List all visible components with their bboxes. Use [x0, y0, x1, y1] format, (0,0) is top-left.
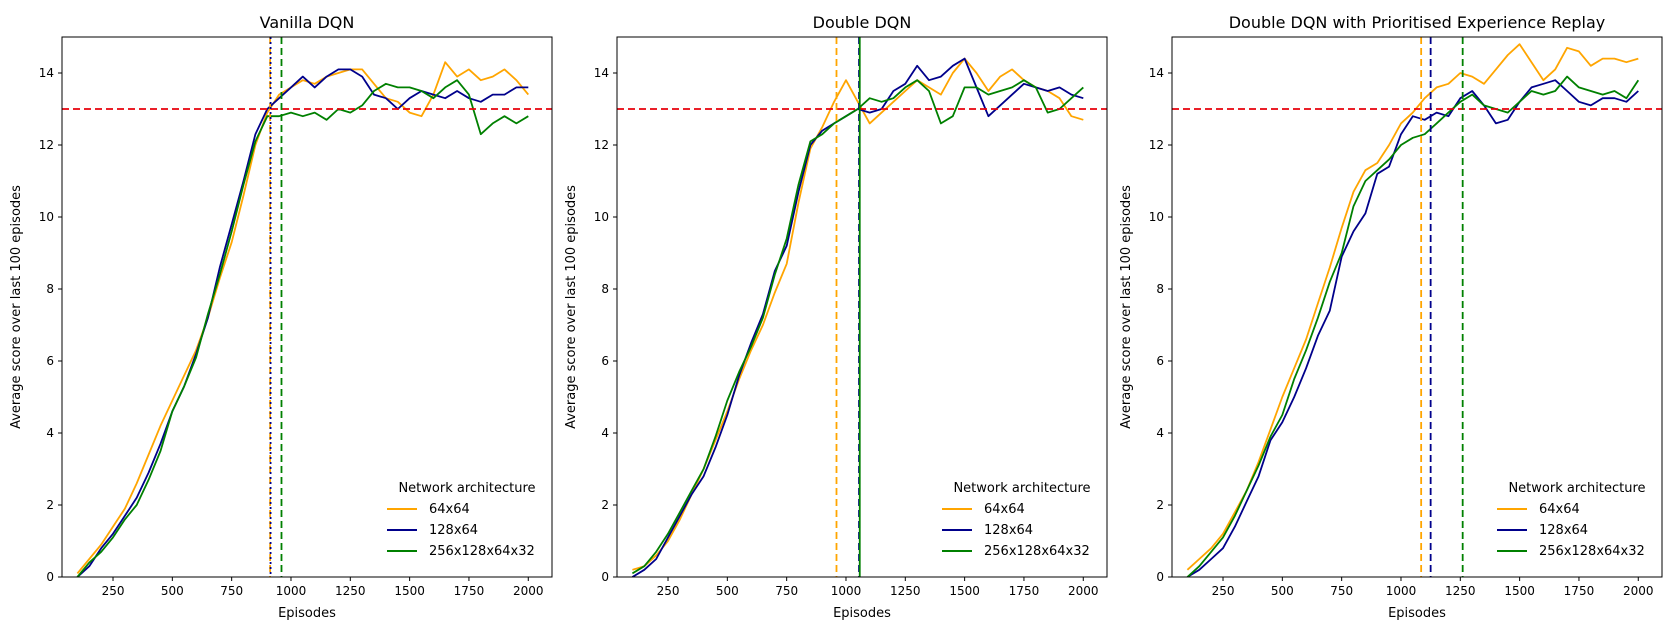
- y-tick-label: 4: [46, 426, 54, 440]
- series-line-128x64: [76, 68, 529, 577]
- series-line-256x128x64x32: [1186, 75, 1640, 577]
- y-tick-label: 14: [594, 66, 609, 80]
- x-axis-label: Episodes: [833, 606, 891, 621]
- series-line-128x64: [631, 57, 1084, 577]
- y-tick-label: 14: [39, 66, 54, 80]
- chart-title: Double DQN with Prioritised Experience R…: [1229, 13, 1606, 32]
- x-tick-label: 1500: [394, 584, 425, 598]
- plot-area: [1172, 37, 1662, 577]
- y-tick-label: 12: [39, 138, 54, 152]
- x-tick-label: 750: [1330, 584, 1353, 598]
- chart-panel-3: Double DQN with Prioritised Experience R…: [1119, 13, 1663, 621]
- y-tick-label: 2: [46, 498, 54, 512]
- x-tick-label: 1000: [1386, 584, 1417, 598]
- legend-label: 256x128x64x32: [429, 544, 535, 559]
- legend: Network architecture 64x64 128x64 256x128x6…: [1497, 481, 1646, 559]
- y-tick-label: 12: [1149, 138, 1164, 152]
- series-line-128x64: [1186, 79, 1639, 577]
- y-tick-label: 12: [594, 138, 609, 152]
- x-axis-label: Episodes: [278, 606, 336, 621]
- x-axis-label: Episodes: [1388, 606, 1446, 621]
- x-tick-label: 1000: [276, 584, 307, 598]
- y-tick-label: 14: [1149, 66, 1164, 80]
- y-axis-label: Average score over last 100 episodes: [564, 185, 579, 429]
- legend: Network architecture 64x64 128x64 256x128x6…: [942, 481, 1091, 559]
- series-line-64x64: [76, 61, 529, 574]
- x-tick-label: 2000: [1623, 584, 1654, 598]
- legend-title: Network architecture: [953, 481, 1090, 496]
- x-tick-label: 1500: [949, 584, 980, 598]
- legend-label: 128x64: [429, 523, 478, 538]
- y-tick-label: 0: [601, 570, 609, 584]
- x-tick-label: 1500: [1504, 584, 1535, 598]
- x-tick-label: 2000: [513, 584, 544, 598]
- y-tick-label: 10: [39, 210, 54, 224]
- x-tick-label: 250: [657, 584, 680, 598]
- legend-label: 128x64: [1539, 523, 1588, 538]
- legend-label: 256x128x64x32: [984, 544, 1090, 559]
- x-tick-label: 500: [161, 584, 184, 598]
- chart-panel-1: Vanilla DQN 250 500 750 1000 1250 1500 1750 2000…: [9, 13, 553, 621]
- x-tick-label: 1250: [335, 584, 366, 598]
- x-tick-label: 250: [102, 584, 125, 598]
- plot-frame: [1171, 36, 1663, 578]
- legend-label: 256x128x64x32: [1539, 544, 1645, 559]
- plot-frame: [616, 36, 1108, 578]
- y-tick-label: 8: [1156, 282, 1164, 296]
- x-tick-label: 250: [1212, 584, 1235, 598]
- y-tick-label: 10: [594, 210, 609, 224]
- legend-label: 64x64: [984, 502, 1025, 517]
- y-axis-label: Average score over last 100 episodes: [9, 185, 24, 429]
- legend-title: Network architecture: [398, 481, 535, 496]
- y-tick-label: 2: [601, 498, 609, 512]
- x-tick-label: 750: [775, 584, 798, 598]
- y-tick-label: 6: [46, 354, 54, 368]
- y-tick-label: 6: [1156, 354, 1164, 368]
- legend-label: 128x64: [984, 523, 1033, 538]
- series-line-256x128x64x32: [631, 79, 1084, 575]
- y-tick-label: 0: [46, 570, 54, 584]
- plot-frame: [61, 36, 553, 578]
- y-tick-label: 2: [1156, 498, 1164, 512]
- chart-panel-2: Double DQN 250 500 750 1000 1250 1500 1750 2000 0…: [564, 13, 1108, 621]
- y-tick-label: 4: [1156, 426, 1164, 440]
- x-tick-label: 750: [220, 584, 243, 598]
- y-axis-label: Average score over last 100 episodes: [1119, 185, 1134, 429]
- x-tick-label: 500: [1271, 584, 1294, 598]
- chart-title: Vanilla DQN: [260, 13, 355, 32]
- x-tick-label: 1750: [454, 584, 485, 598]
- series-line-256x128x64x32: [76, 79, 529, 577]
- x-tick-label: 1250: [890, 584, 921, 598]
- plot-area: [617, 37, 1107, 577]
- y-tick-label: 8: [601, 282, 609, 296]
- legend: Network architecture 64x64 128x64 256x128x6…: [387, 481, 536, 559]
- y-tick-label: 10: [1149, 210, 1164, 224]
- x-tick-label: 1000: [831, 584, 862, 598]
- legend-label: 64x64: [429, 502, 470, 517]
- x-tick-label: 1250: [1445, 584, 1476, 598]
- y-tick-label: 4: [601, 426, 609, 440]
- chart-title: Double DQN: [813, 13, 912, 32]
- x-tick-label: 500: [716, 584, 739, 598]
- x-tick-label: 2000: [1068, 584, 1099, 598]
- plot-area: [62, 37, 552, 577]
- legend-label: 64x64: [1539, 502, 1580, 517]
- y-tick-label: 8: [46, 282, 54, 296]
- x-tick-label: 1750: [1009, 584, 1040, 598]
- series-line-64x64: [1186, 43, 1639, 571]
- legend-title: Network architecture: [1508, 481, 1645, 496]
- y-tick-label: 6: [601, 354, 609, 368]
- x-tick-label: 1750: [1564, 584, 1595, 598]
- y-tick-label: 0: [1156, 570, 1164, 584]
